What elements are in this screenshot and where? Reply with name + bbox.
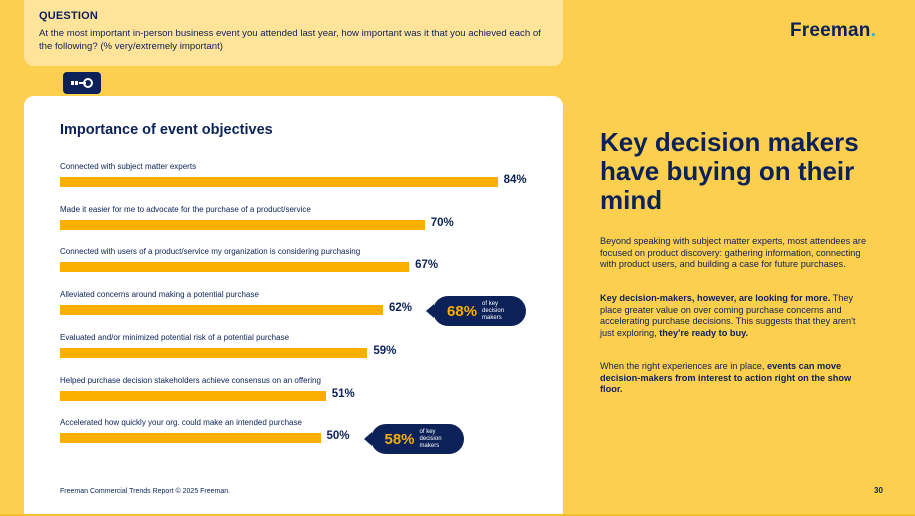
bar-value-label: 62% [389, 302, 413, 315]
page-number: 30 [874, 486, 883, 495]
bar-label: Helped purchase decision stakeholders ac… [60, 375, 321, 385]
chart-title: Importance of event objectives [60, 122, 273, 138]
footer-text: Freeman Commercial Trends Report © 2025 … [60, 488, 231, 495]
bar-label: Evaluated and/or minimized potential ris… [60, 332, 290, 342]
bar [60, 177, 498, 187]
paragraph-2-bold-end: they're ready to buy. [659, 327, 749, 338]
key-icon [63, 72, 101, 94]
bar [60, 433, 321, 444]
paragraph-1: Beyond speaking with subject matter expe… [600, 236, 867, 270]
bar-row: Connected with subject matter experts 84% [60, 162, 550, 202]
bar-row: Evaluated and/or minimized potential ris… [60, 333, 550, 373]
bar-row: Accelerated how quickly your org. could … [60, 418, 550, 458]
paragraph-3: When the right experiences are in place,… [600, 361, 870, 396]
bar [60, 262, 410, 273]
bar-label: Alleviated concerns around making a pote… [60, 290, 259, 300]
bar [60, 390, 326, 401]
bar-value-label: 67% [415, 259, 439, 272]
bar [60, 347, 368, 358]
decision-maker-callout: 58% of key decision makers [363, 424, 464, 455]
freeman-logo: Freeman. [790, 20, 876, 42]
paragraph-3-text: When the right experiences are in place, [600, 361, 767, 371]
bar-row: Made it easier for me to advocate for th… [60, 205, 550, 245]
callout-value: 68% [447, 302, 478, 320]
paragraph-2-bold: Key decision-makers, however, are lookin… [600, 293, 831, 303]
paragraph-2-text: They place greater value on over coming … [600, 293, 856, 338]
bar-row: Helped purchase decision stakeholders ac… [60, 376, 550, 416]
decision-maker-callout: 68% of key decision makers [426, 296, 527, 327]
chart-card: Importance of event objectives Connected… [24, 96, 563, 514]
question-box: QUESTION At the most important in-person… [24, 0, 563, 66]
callout-note: of key decision makers [419, 428, 442, 449]
bar-label: Connected with users of a product/servic… [60, 247, 361, 257]
paragraph-3-bold: events can move decision-makers from int… [600, 361, 852, 395]
callout-note: of key decision makers [482, 300, 505, 321]
bar-label: Connected with subject matter experts [60, 162, 197, 171]
callout-value: 58% [384, 430, 415, 448]
bar-label: Made it easier for me to advocate for th… [60, 204, 311, 214]
bar-value-label: 70% [430, 216, 454, 229]
bar [60, 305, 384, 316]
bar [60, 219, 425, 230]
bar-label: Accelerated how quickly your org. could … [60, 418, 302, 428]
bar-row: Connected with users of a product/servic… [60, 247, 550, 287]
bar-value-label: 50% [326, 430, 350, 443]
logo-text: Freeman [790, 20, 871, 41]
bar-row: Alleviated concerns around making a pote… [60, 290, 550, 330]
headline: Key decision makers have buying on their… [600, 127, 859, 215]
bar-value-label: 59% [373, 344, 397, 357]
bottom-divider [0, 514, 915, 516]
bar-value-label: 51% [331, 387, 355, 400]
question-text: At the most important in-person business… [39, 28, 541, 52]
logo-dot: . [870, 20, 877, 41]
bar-value-label: 84% [503, 174, 527, 186]
question-label: QUESTION [39, 10, 99, 22]
paragraph-2: Key decision-makers, however, are lookin… [600, 293, 870, 339]
